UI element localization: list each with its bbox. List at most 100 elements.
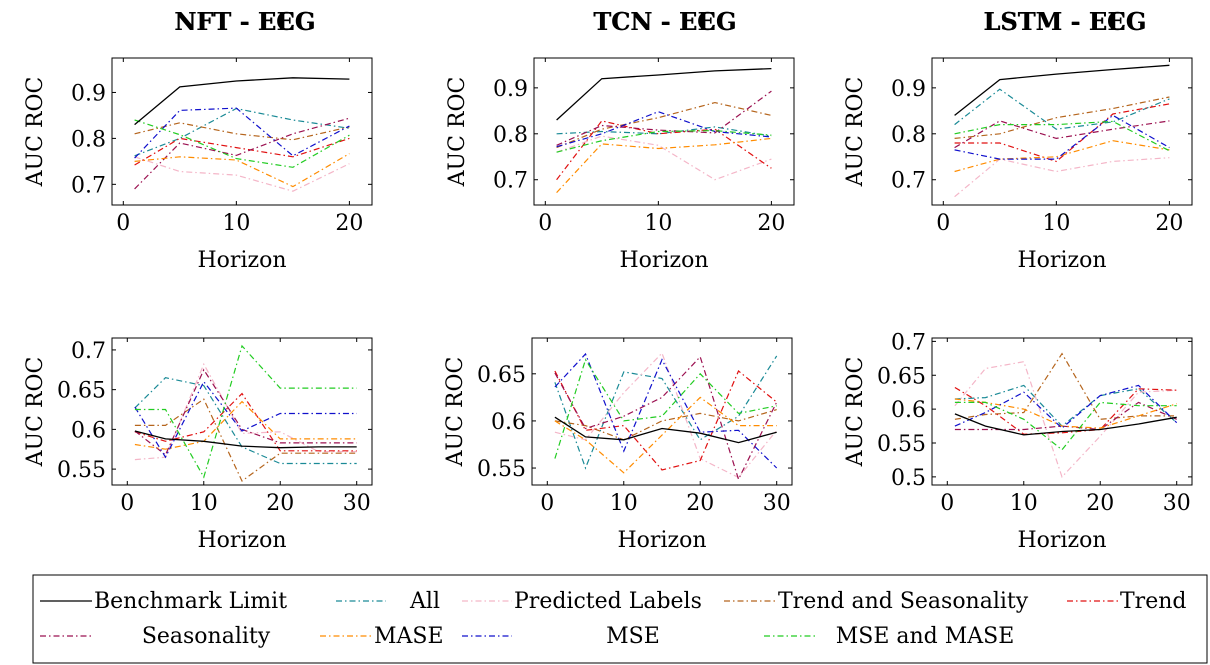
x-axis-label: Horizon: [198, 528, 287, 553]
plot-frame: [531, 337, 793, 486]
x-tick-label: 0: [936, 211, 950, 236]
y-tick-label: 0.6: [491, 410, 526, 435]
x-axis-label: Horizon: [198, 248, 287, 273]
x-axis-label: Horizon: [1018, 528, 1107, 553]
x-tick-label: 0: [940, 491, 954, 516]
series-line-trend: [134, 137, 350, 166]
legend: Benchmark Limit All Predicted Labels Trend …: [32, 574, 1208, 664]
y-tick-label: 0.7: [71, 339, 106, 364]
series-line-mase: [556, 137, 772, 194]
plot-frame: [931, 57, 1193, 206]
x-axis-label: Horizon: [618, 528, 707, 553]
x-tick-label: 10: [610, 491, 638, 516]
x-axis-label: Horizon: [620, 248, 709, 273]
legend-label: Trend and Seasonality: [778, 589, 1029, 614]
y-tick-label: 0.9: [891, 77, 926, 102]
legend-label: Seasonality: [142, 624, 271, 649]
series-line-predicted-labels: [556, 135, 772, 181]
x-tick-label: 20: [757, 211, 785, 236]
panel-3: LSTM - EEG 0 10 20 0.7 0.8 0.9 Horizon AUC ROC: [843, 7, 1193, 273]
series-line-benchmark-limit: [954, 413, 1177, 436]
series-line-trend-and-seasonality: [134, 398, 357, 482]
series-line-all: [554, 355, 778, 470]
x-tick-label: 20: [686, 491, 714, 516]
x-tick-label: 30: [343, 491, 371, 516]
series-line-seasonality: [554, 355, 778, 481]
series-line-benchmark-limit: [556, 67, 772, 121]
series-line-benchmark-limit: [554, 416, 777, 444]
series-line-all: [134, 377, 357, 465]
x-tick-label: 30: [763, 491, 791, 516]
x-tick-label: 0: [538, 211, 552, 236]
series-line-mse-and-mase: [134, 344, 357, 479]
series-line-trend-and-seasonality: [556, 101, 772, 149]
x-tick-label: 10: [1010, 491, 1038, 516]
panel-5: TCN - ECG 0 10 20 30 0.55 0.6 0.65 Horizon AUC RO…: [443, 7, 793, 553]
series-line-trend-and-seasonality: [134, 122, 350, 141]
x-tick-label: 20: [335, 211, 363, 236]
series-line-mse-and-mase: [554, 358, 777, 459]
series-group: [134, 77, 350, 192]
y-tick-label: 0.7: [71, 173, 106, 198]
y-axis-label: AUC ROC: [445, 77, 470, 188]
series-line-seasonality: [556, 90, 772, 146]
series-line-all: [954, 88, 1170, 130]
legend-label: MSE and MASE: [836, 624, 1015, 649]
legend-box: [32, 574, 1208, 664]
series-line-trend: [554, 370, 778, 471]
x-tick-label: 30: [1163, 491, 1191, 516]
series-line-trend: [134, 392, 357, 452]
series-group: [556, 67, 772, 194]
y-tick-label: 0.6: [71, 418, 106, 443]
series-group: [954, 352, 1178, 479]
legend-label: All: [409, 589, 440, 614]
y-axis-label: AUC ROC: [843, 77, 868, 188]
y-tick-label: 0.7: [891, 330, 926, 355]
series-line-mse: [134, 380, 357, 459]
legend-label: MSE: [606, 624, 660, 649]
y-tick-label: 0.8: [891, 123, 926, 148]
y-axis-label: AUC ROC: [23, 77, 48, 188]
plot-frame: [111, 57, 373, 206]
series-line-mase: [134, 153, 350, 188]
x-tick-label: 20: [1086, 491, 1114, 516]
panel-title: TCN - ECG: [593, 7, 736, 36]
legend-label: MASE: [374, 624, 444, 649]
x-tick-label: 10: [190, 491, 218, 516]
x-tick-label: 10: [222, 211, 250, 236]
series-line-benchmark-limit: [954, 64, 1170, 116]
series-line-mse: [134, 107, 350, 159]
y-axis-label: AUC ROC: [23, 357, 48, 468]
series-line-seasonality: [954, 401, 1177, 431]
series-line-mse: [554, 352, 778, 469]
legend-label: Benchmark Limit: [94, 589, 287, 614]
y-tick-label: 0.9: [493, 77, 528, 102]
panel-title: LSTM - EEG: [984, 7, 1146, 36]
series-line-trend: [954, 386, 1177, 435]
panel-title: LSTM - ECG: [983, 7, 1146, 36]
y-tick-label: 0.5: [891, 466, 926, 491]
panel-2: TCN - EEG 0 10 20 0.7 0.8 0.9 Horizon AUC ROC: [445, 7, 795, 273]
y-tick-label: 0.8: [71, 127, 106, 152]
series-group: [134, 344, 357, 482]
series-line-mase: [554, 396, 777, 474]
plot-frame: [533, 57, 795, 206]
panel-6: LSTM - ECG 0 10 20 30 0.5 0.55 0.6 0.65 0.7 Horizo…: [843, 7, 1193, 553]
x-tick-label: 10: [1042, 211, 1070, 236]
y-tick-label: 0.9: [71, 81, 106, 106]
y-tick-label: 0.55: [477, 457, 526, 482]
series-line-benchmark-limit: [134, 77, 350, 126]
y-tick-label: 0.65: [57, 379, 106, 404]
series-line-trend-and-seasonality: [954, 96, 1170, 139]
series-group: [954, 64, 1170, 198]
y-tick-label: 0.7: [891, 169, 926, 194]
panel-title: TCN - EEG: [594, 7, 737, 36]
x-axis-label: Horizon: [1018, 248, 1107, 273]
series-line-predicted-labels: [554, 351, 778, 479]
legend-label: Trend: [1120, 589, 1186, 614]
series-line-predicted-labels: [134, 156, 350, 192]
x-tick-label: 20: [1155, 211, 1183, 236]
series-line-predicted-labels: [954, 157, 1170, 198]
plot-frame: [931, 337, 1193, 486]
